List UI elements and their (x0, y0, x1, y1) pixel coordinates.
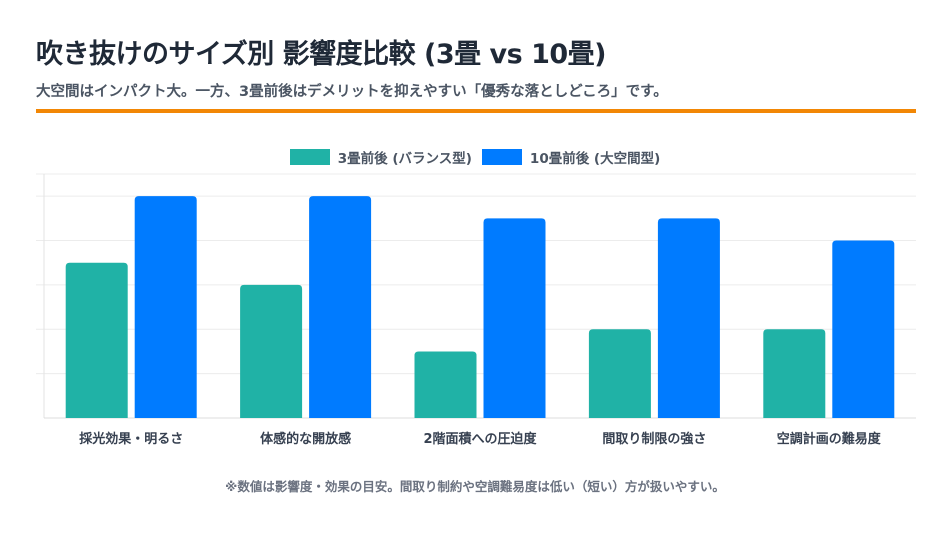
legend-label: 10畳前後 (大空間型) (529, 151, 661, 167)
page-title: 吹き抜けのサイズ別 影響度比較 (3畳 vs 10畳) (36, 39, 607, 70)
bar-10jo (483, 218, 546, 418)
bar-10jo (832, 240, 895, 418)
bar-3jo (763, 329, 826, 418)
x-tick-label: 2階面積への圧迫度 (423, 431, 537, 447)
bar-10jo (657, 218, 720, 418)
page-subtitle: 大空間はインパクト大。一方、3畳前後はデメリットを抑えやすい「優秀な落としどころ… (36, 84, 668, 100)
x-tick-label: 間取り制限の強さ (602, 431, 706, 447)
bar-3jo (414, 351, 477, 418)
bar-3jo (588, 329, 651, 418)
legend-label: 3畳前後 (バランス型) (337, 151, 472, 167)
legend-swatch (289, 149, 330, 165)
accent-divider (36, 109, 916, 113)
x-tick-label: 採光効果・明るさ (79, 431, 183, 447)
bar-10jo (309, 196, 372, 418)
bar-3jo (240, 284, 303, 418)
legend-item-10jo[interactable]: 10畳前後 (大空間型) (481, 147, 661, 167)
x-tick-label: 空調計画の難易度 (777, 431, 882, 447)
bar-3jo (65, 262, 128, 418)
x-tick-label: 体感的な開放感 (260, 431, 351, 447)
chart-legend: 3畳前後 (バランス型) 10畳前後 (大空間型) (0, 147, 950, 167)
legend-swatch (481, 149, 522, 165)
legend-item-3jo[interactable]: 3畳前後 (バランス型) (289, 147, 472, 167)
bar-10jo (134, 196, 197, 418)
footnote: ※数値は影響度・効果の目安。間取り制約や空調難易度は低い（短い）方が扱いやすい。 (225, 479, 725, 494)
